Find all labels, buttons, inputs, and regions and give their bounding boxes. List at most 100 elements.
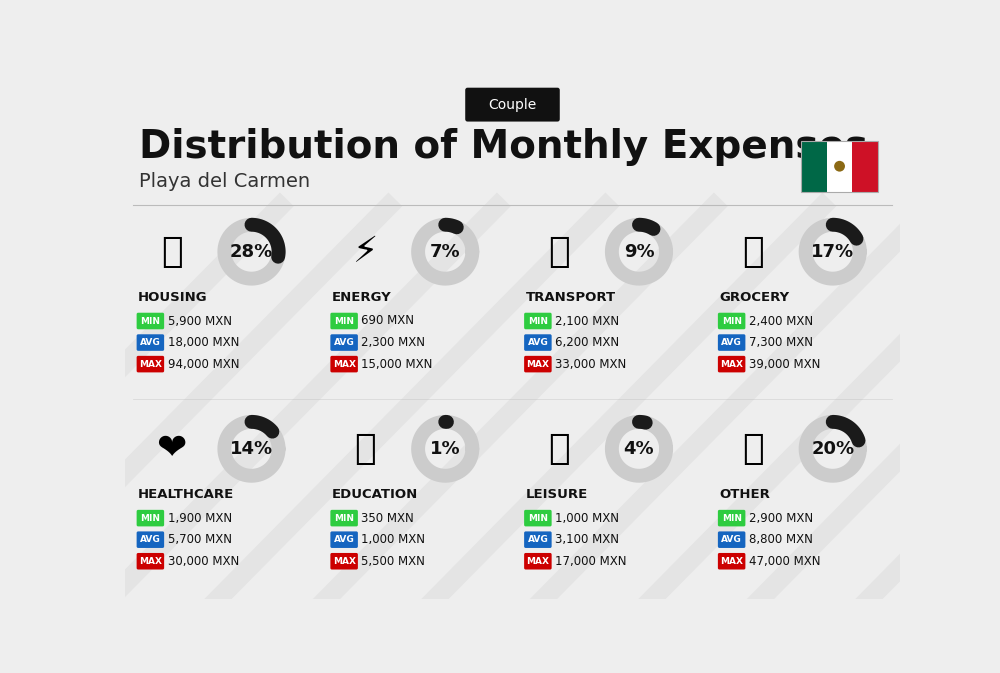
Text: MIN: MIN — [722, 316, 742, 326]
FancyBboxPatch shape — [718, 553, 745, 569]
Text: 2,900 MXN: 2,900 MXN — [749, 511, 813, 525]
Text: 15,000 MXN: 15,000 MXN — [361, 357, 433, 371]
Text: 30,000 MXN: 30,000 MXN — [168, 555, 239, 568]
Text: AVG: AVG — [528, 338, 548, 347]
Text: Playa del Carmen: Playa del Carmen — [139, 172, 310, 191]
Text: 5,700 MXN: 5,700 MXN — [168, 533, 232, 546]
Text: AVG: AVG — [334, 338, 355, 347]
Text: 4%: 4% — [624, 440, 654, 458]
Text: MIN: MIN — [334, 513, 354, 523]
Text: MIN: MIN — [140, 316, 160, 326]
Bar — [801, 141, 878, 192]
Text: 🛒: 🛒 — [742, 235, 764, 269]
FancyBboxPatch shape — [137, 553, 164, 569]
Text: MAX: MAX — [333, 359, 356, 369]
Text: ENERGY: ENERGY — [332, 291, 392, 304]
FancyBboxPatch shape — [137, 532, 164, 548]
Text: 14%: 14% — [230, 440, 273, 458]
Text: AVG: AVG — [528, 535, 548, 544]
Text: MAX: MAX — [526, 557, 549, 566]
Text: AVG: AVG — [721, 338, 742, 347]
Text: 💰: 💰 — [742, 432, 764, 466]
Text: 🏢: 🏢 — [161, 235, 182, 269]
FancyBboxPatch shape — [137, 510, 164, 526]
Text: MIN: MIN — [528, 316, 548, 326]
FancyBboxPatch shape — [524, 334, 552, 351]
Text: MIN: MIN — [140, 513, 160, 523]
Text: 🚌: 🚌 — [548, 235, 570, 269]
Text: LEISURE: LEISURE — [526, 488, 588, 501]
Bar — [827, 141, 852, 192]
Text: 🛍: 🛍 — [548, 432, 570, 466]
Text: 690 MXN: 690 MXN — [361, 314, 414, 328]
Text: 7,300 MXN: 7,300 MXN — [749, 336, 813, 349]
FancyBboxPatch shape — [718, 532, 745, 548]
Text: 17%: 17% — [811, 243, 854, 260]
Text: 47,000 MXN: 47,000 MXN — [749, 555, 820, 568]
Text: AVG: AVG — [721, 535, 742, 544]
Text: OTHER: OTHER — [719, 488, 770, 501]
Text: 7%: 7% — [430, 243, 461, 260]
Text: MAX: MAX — [333, 557, 356, 566]
Text: MAX: MAX — [720, 359, 743, 369]
Text: AVG: AVG — [140, 535, 161, 544]
Text: AVG: AVG — [334, 535, 355, 544]
FancyBboxPatch shape — [330, 532, 358, 548]
Text: 17,000 MXN: 17,000 MXN — [555, 555, 627, 568]
FancyBboxPatch shape — [718, 334, 745, 351]
Text: ⚡: ⚡ — [353, 235, 378, 269]
Text: 18,000 MXN: 18,000 MXN — [168, 336, 239, 349]
Text: 94,000 MXN: 94,000 MXN — [168, 357, 239, 371]
Text: AVG: AVG — [140, 338, 161, 347]
Text: 2,400 MXN: 2,400 MXN — [749, 314, 813, 328]
Text: 1%: 1% — [430, 440, 461, 458]
Text: 39,000 MXN: 39,000 MXN — [749, 357, 820, 371]
FancyBboxPatch shape — [137, 356, 164, 372]
Circle shape — [834, 161, 845, 172]
Text: MAX: MAX — [720, 557, 743, 566]
FancyBboxPatch shape — [330, 356, 358, 372]
Text: MIN: MIN — [528, 513, 548, 523]
FancyBboxPatch shape — [524, 553, 552, 569]
Text: 350 MXN: 350 MXN — [361, 511, 414, 525]
Bar — [801, 141, 827, 192]
FancyBboxPatch shape — [465, 87, 560, 122]
FancyBboxPatch shape — [137, 334, 164, 351]
Text: MIN: MIN — [722, 513, 742, 523]
Text: MIN: MIN — [334, 316, 354, 326]
Text: MAX: MAX — [526, 359, 549, 369]
FancyBboxPatch shape — [330, 510, 358, 526]
FancyBboxPatch shape — [718, 356, 745, 372]
Text: HOUSING: HOUSING — [138, 291, 208, 304]
Text: 8,800 MXN: 8,800 MXN — [749, 533, 813, 546]
Text: 1,000 MXN: 1,000 MXN — [555, 511, 619, 525]
FancyBboxPatch shape — [524, 313, 552, 329]
FancyBboxPatch shape — [524, 510, 552, 526]
FancyBboxPatch shape — [718, 313, 745, 329]
Text: MAX: MAX — [139, 359, 162, 369]
Bar — [852, 141, 878, 192]
Text: 33,000 MXN: 33,000 MXN — [555, 357, 626, 371]
Text: 1,900 MXN: 1,900 MXN — [168, 511, 232, 525]
FancyBboxPatch shape — [330, 553, 358, 569]
Text: 2,100 MXN: 2,100 MXN — [555, 314, 619, 328]
Text: 1,000 MXN: 1,000 MXN — [361, 533, 425, 546]
Text: 🎓: 🎓 — [354, 432, 376, 466]
FancyBboxPatch shape — [330, 334, 358, 351]
Text: 2,300 MXN: 2,300 MXN — [361, 336, 425, 349]
FancyBboxPatch shape — [718, 510, 745, 526]
FancyBboxPatch shape — [524, 356, 552, 372]
Text: 5,500 MXN: 5,500 MXN — [361, 555, 425, 568]
Text: HEALTHCARE: HEALTHCARE — [138, 488, 234, 501]
Text: 6,200 MXN: 6,200 MXN — [555, 336, 619, 349]
Text: 20%: 20% — [811, 440, 854, 458]
Text: MAX: MAX — [139, 557, 162, 566]
Text: TRANSPORT: TRANSPORT — [526, 291, 616, 304]
Text: ❤: ❤ — [156, 432, 187, 466]
FancyBboxPatch shape — [330, 313, 358, 329]
Text: 3,100 MXN: 3,100 MXN — [555, 533, 619, 546]
Text: Distribution of Monthly Expenses: Distribution of Monthly Expenses — [139, 128, 868, 166]
Text: 9%: 9% — [624, 243, 654, 260]
Text: EDUCATION: EDUCATION — [332, 488, 418, 501]
FancyBboxPatch shape — [137, 313, 164, 329]
